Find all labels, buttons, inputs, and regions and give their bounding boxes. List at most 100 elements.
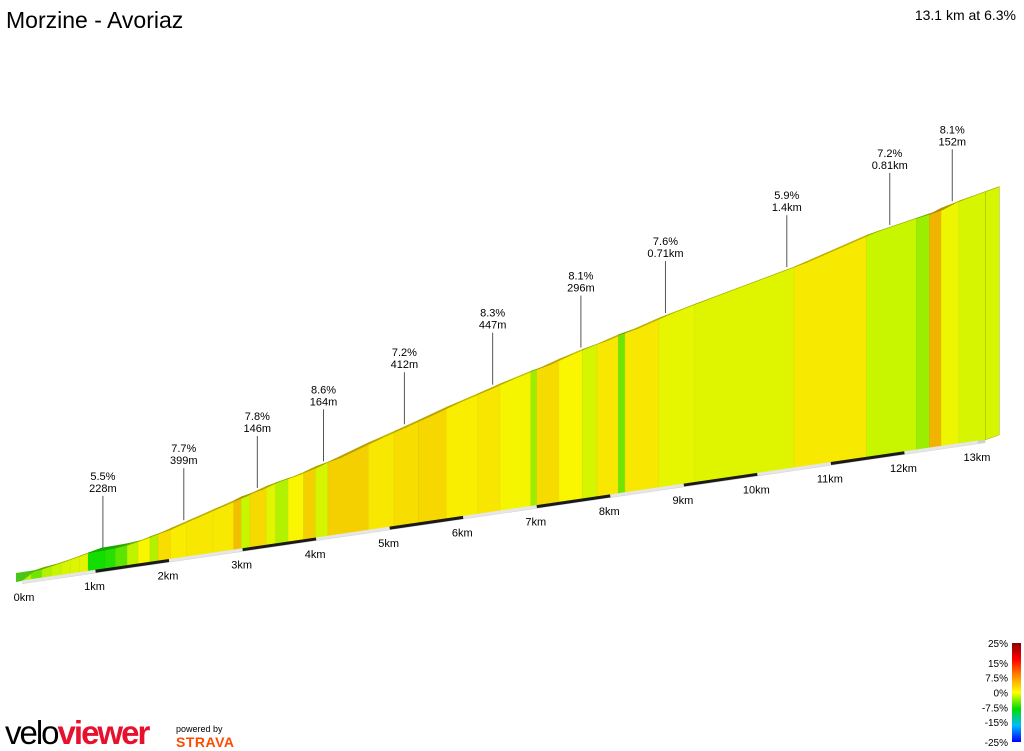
annotation-gradient: 7.2% (392, 347, 417, 359)
annotation-gradient: 8.1% (568, 271, 593, 283)
legend-label: 15% (988, 659, 1008, 670)
profile-segment (87, 549, 106, 572)
profile-segment (530, 369, 537, 507)
gradient-annotations: 5.5%228m7.7%399m7.8%146m8.6%164m7.2%412m… (89, 124, 966, 548)
annotation-gradient: 7.6% (653, 236, 678, 248)
axis-tick-label: 3km (231, 560, 252, 572)
annotation-gradient: 7.7% (171, 443, 196, 455)
profile-segment (149, 533, 159, 563)
profile-segment (60, 559, 71, 576)
climb-summary: 13.1 km at 6.3% (914, 7, 1016, 23)
gradient-legend: 25% 15% 7.5% 0% -7.5% -15% -25% (982, 639, 1021, 749)
annotation-length: 164m (310, 396, 338, 408)
profile-end-cap (985, 186, 1000, 441)
axis-tick-label: 11km (817, 474, 843, 486)
annotation-gradient: 5.5% (90, 471, 115, 483)
axis-km-bar (95, 558, 170, 573)
axis-km-bar (168, 548, 243, 562)
annotation-length: 0.81km (872, 160, 908, 172)
strava-logo: STRAVA (176, 734, 235, 750)
axis-tick-label: 10km (743, 484, 770, 496)
axis-tick-label: 7km (525, 517, 546, 529)
legend-color-bar (1012, 643, 1021, 742)
profile-segment (126, 541, 139, 566)
annotation-gradient: 7.2% (877, 148, 902, 160)
annotation-length: 296m (567, 283, 595, 295)
annotation-gradient: 5.9% (774, 190, 799, 202)
axis-km-bar (830, 451, 905, 466)
profile-top-band (21, 186, 1000, 576)
axis-km-bar (315, 526, 390, 541)
profile-segment (275, 478, 289, 545)
annotation-length: 228m (89, 483, 117, 495)
profile-segment (658, 303, 696, 488)
profile-segment (446, 393, 479, 520)
annotation-length: 1.4km (772, 202, 802, 214)
profile-segment (624, 317, 660, 493)
profile-segment (315, 461, 329, 539)
profile-segment (249, 486, 267, 548)
profile-segment (866, 218, 917, 458)
profile-segment (233, 496, 242, 551)
legend-label: 25% (988, 639, 1008, 650)
profile-segment (115, 545, 128, 568)
axis-km-bar (757, 462, 832, 476)
profile-segment (303, 466, 316, 540)
profile-segment (393, 420, 419, 527)
axis-km-bar (536, 494, 611, 509)
profile-start-cap (16, 570, 36, 582)
legend-label: 7.5% (985, 674, 1008, 685)
profile-segment (477, 383, 501, 515)
profile-segment (558, 349, 583, 503)
axis-tick-label: 8km (599, 506, 620, 518)
axis-km-bar (904, 440, 979, 455)
profile-segment (240, 493, 251, 550)
profile-segment (536, 358, 560, 506)
profile-segment (941, 200, 960, 447)
legend-label: -15% (985, 718, 1008, 729)
annotation-length: 0.71km (647, 248, 683, 260)
profile-segment (327, 442, 369, 537)
profile-segment (368, 431, 395, 531)
annotation-gradient: 8.3% (480, 308, 505, 320)
profile-segment (418, 406, 447, 524)
axis-tick-label: 2km (158, 570, 179, 582)
axis-tick-label: 9km (672, 495, 693, 507)
annotation-length: 399m (170, 455, 198, 467)
annotation-gradient: 8.6% (311, 384, 336, 396)
annotation-gradient: 8.1% (940, 124, 965, 136)
profile-segment (916, 214, 930, 451)
axis-tick-label: 6km (452, 527, 473, 539)
profile-segment (288, 472, 304, 543)
profile-segment (265, 482, 276, 546)
profile-segment (618, 332, 626, 494)
axis-tick-label: 13km (964, 452, 991, 464)
profile-side-walls (16, 186, 1000, 582)
profile-segment (596, 334, 619, 498)
axis-km-bar (610, 483, 685, 498)
legend-label: -25% (985, 738, 1008, 749)
axis-km-bar (21, 569, 96, 584)
profile-top-segment (958, 186, 1000, 202)
page-title: Morzine - Avoriaz (6, 7, 184, 33)
annotation-length: 412m (391, 359, 419, 371)
profile-segment (170, 521, 187, 560)
powered-by-label: powered by (176, 724, 223, 734)
axis-tick-label: 4km (305, 549, 326, 561)
axis-km-bar (683, 472, 758, 487)
axis-tick-label: 5km (378, 538, 399, 550)
profile-segment (499, 370, 532, 512)
profile-segment (582, 343, 598, 500)
annotation-length: 447m (479, 320, 507, 332)
axis-km-bar (389, 515, 464, 530)
axis-tick-label: 12km (890, 463, 917, 475)
profile-segment (958, 191, 986, 445)
annotation-length: 146m (244, 423, 272, 435)
annotation-length: 152m (938, 136, 966, 148)
veloviewer-logo: veloviewer (5, 714, 150, 751)
axis-km-bar (242, 537, 317, 552)
axis-tick-label: 0km (14, 592, 35, 604)
profile-segment (929, 207, 942, 449)
legend-label: 0% (994, 689, 1009, 700)
